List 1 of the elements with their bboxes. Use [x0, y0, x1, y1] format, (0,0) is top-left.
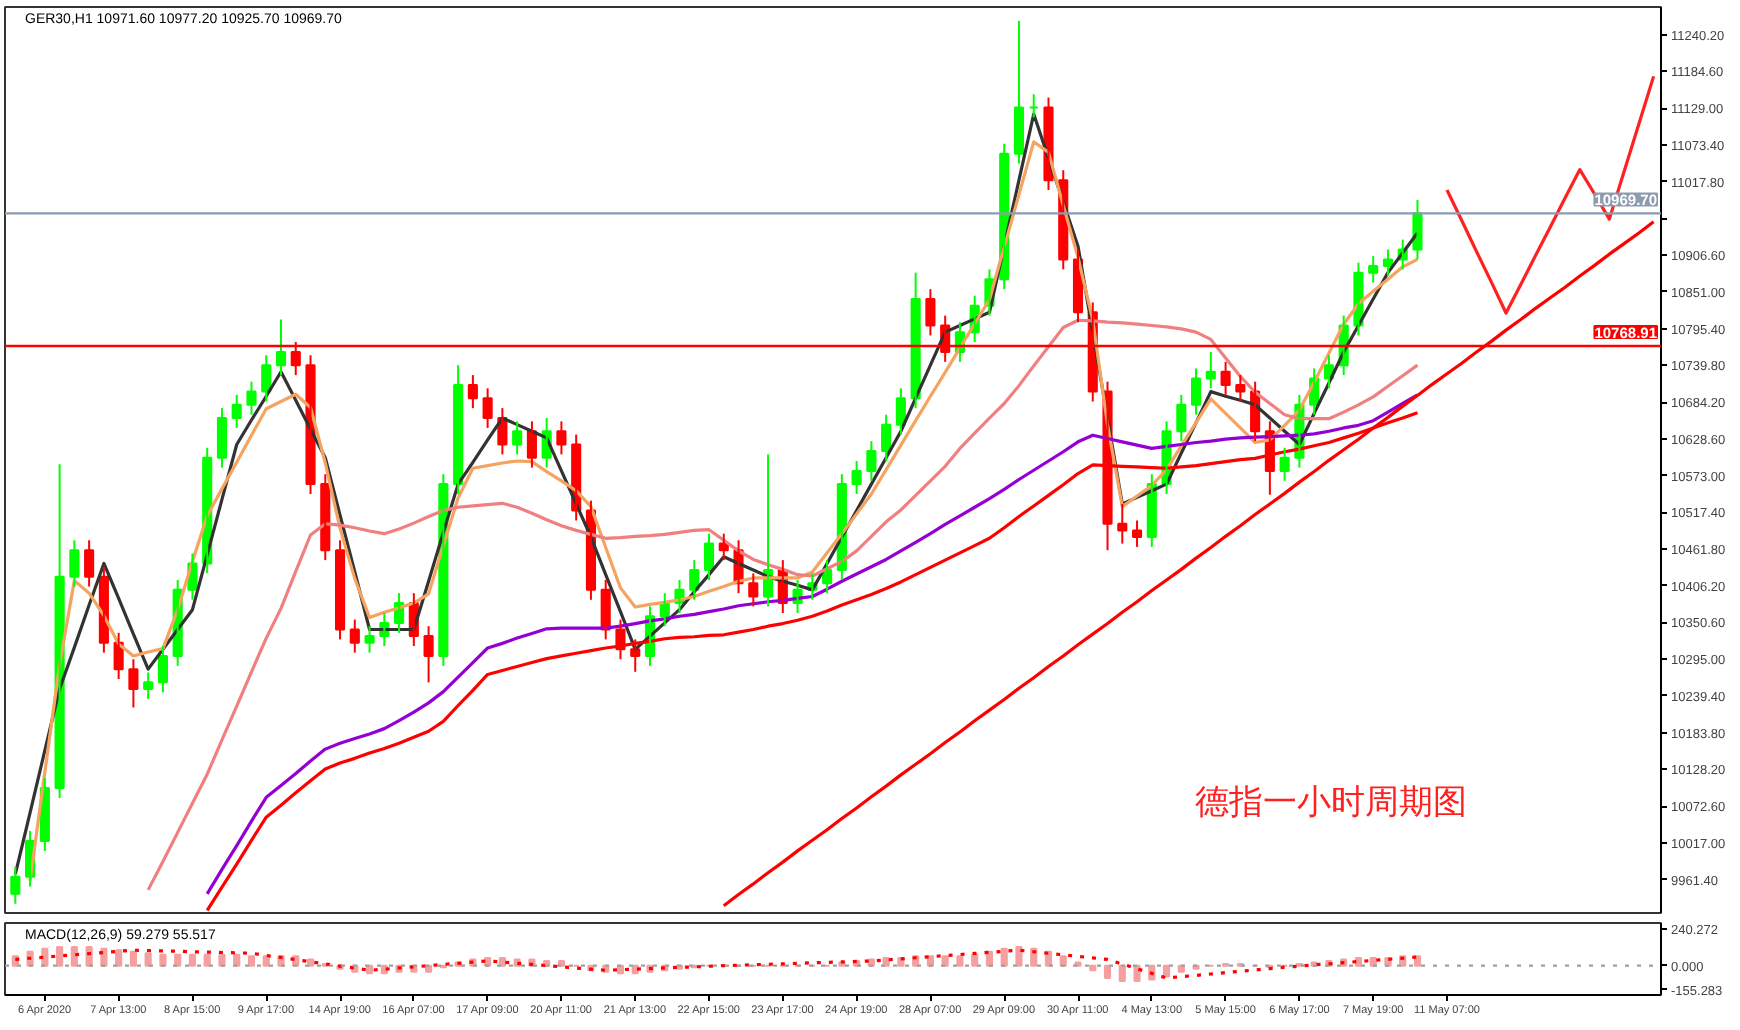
annotation: 德指一小时周期图 [1195, 783, 1467, 823]
